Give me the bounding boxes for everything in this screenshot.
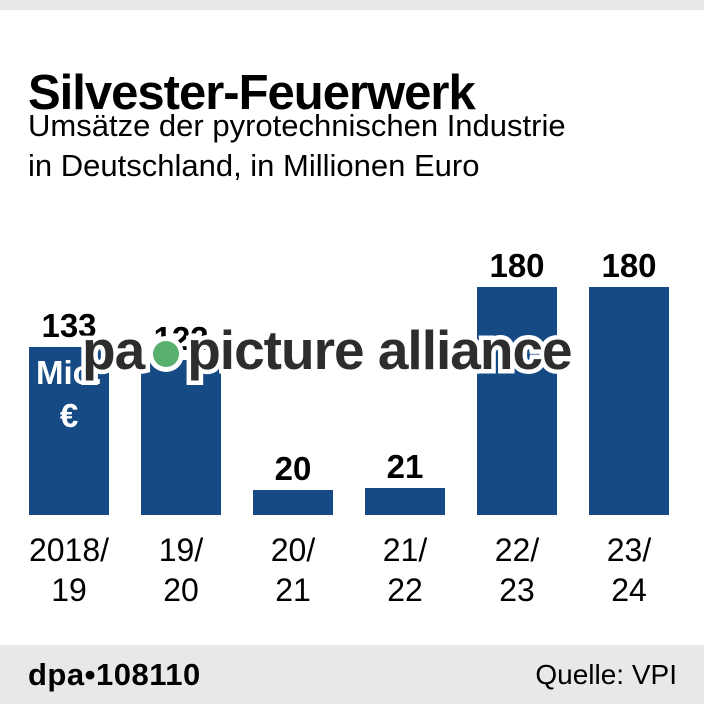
bar bbox=[141, 360, 221, 515]
bar-column: 122 bbox=[141, 322, 221, 515]
bar bbox=[365, 488, 445, 515]
source-label: Quelle: VPI bbox=[535, 659, 677, 690]
x-axis-label: 23/24 bbox=[606, 532, 652, 608]
bar-column: 20 bbox=[253, 452, 333, 515]
bar-column: 21 bbox=[365, 450, 445, 515]
top-divider-strip bbox=[0, 0, 704, 10]
unit-label: Mio. € bbox=[36, 354, 102, 434]
bar bbox=[253, 490, 333, 515]
bar bbox=[477, 287, 557, 515]
page-subtitle: Umsätze der pyrotechnischen Industrie in… bbox=[28, 106, 566, 186]
bar-value-label: 180 bbox=[489, 247, 545, 284]
bars-row: 133 Mio. € 122 20 21 180 180 bbox=[29, 245, 669, 515]
page-title: Silvester-Feuerwerk bbox=[28, 65, 476, 120]
bar-value-label: 122 bbox=[153, 320, 209, 357]
bar-value-label: 20 bbox=[274, 450, 312, 487]
x-axis-label: 22/23 bbox=[494, 532, 540, 608]
bar: Mio. € bbox=[29, 347, 109, 515]
bar-chart: 133 Mio. € 122 20 21 180 180 bbox=[29, 245, 669, 515]
x-axis-labels: 2018/19 19/20 20/21 21/22 22/23 23/24 bbox=[29, 530, 669, 610]
x-axis-label: 19/20 bbox=[158, 532, 204, 608]
bar-value-label: 21 bbox=[386, 448, 424, 485]
subtitle-line-2: in Deutschland, in Millionen Euro bbox=[28, 148, 480, 183]
bar-value-label: 180 bbox=[601, 247, 657, 284]
bar-column: 180 bbox=[589, 249, 669, 515]
bar bbox=[589, 287, 669, 515]
x-axis-label: 21/22 bbox=[382, 532, 428, 608]
subtitle-line-1: Umsätze der pyrotechnischen Industrie bbox=[28, 108, 566, 143]
x-axis-label: 20/21 bbox=[270, 532, 316, 608]
footer-bar: dpa•108110 Quelle: VPI bbox=[0, 645, 704, 704]
bar-value-label: 133 bbox=[41, 307, 97, 344]
bar-column: 133 Mio. € bbox=[29, 309, 109, 515]
dpa-credit: dpa•108110 bbox=[28, 657, 201, 692]
bar-column: 180 bbox=[477, 249, 557, 515]
x-axis-label: 2018/19 bbox=[28, 532, 110, 608]
